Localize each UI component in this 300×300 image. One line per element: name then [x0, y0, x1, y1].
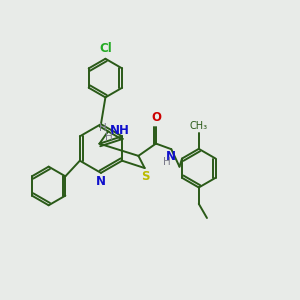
Text: NH: NH [110, 124, 129, 136]
Text: S: S [141, 170, 149, 183]
Text: N: N [166, 150, 176, 163]
Text: N: N [96, 175, 106, 188]
Text: O: O [152, 111, 161, 124]
Text: Cl: Cl [99, 42, 112, 55]
Text: H: H [99, 123, 106, 133]
Text: H: H [105, 132, 112, 142]
Text: H: H [163, 157, 171, 166]
Text: CH₃: CH₃ [190, 121, 208, 131]
